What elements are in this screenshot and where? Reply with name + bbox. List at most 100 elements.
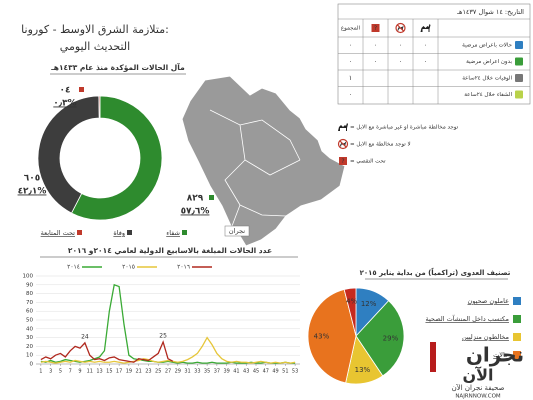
y-tick-label: 0 xyxy=(30,362,34,368)
legend-label: عاملون صحيون xyxy=(468,297,510,305)
series-line xyxy=(40,340,174,363)
x-tick-label: 19 xyxy=(126,369,132,375)
table-cell: ٠ xyxy=(374,58,378,66)
x-tick-label: 43 xyxy=(243,369,249,375)
legend-swatch xyxy=(127,230,132,235)
legend-label: ٢٠١٤ xyxy=(67,264,80,271)
legend-label: تحت المتابعة xyxy=(41,229,76,237)
table-cell: ٠ xyxy=(349,58,353,66)
page-title: متلازمة الشرق الاوسط - كورونا: xyxy=(21,23,169,36)
x-tick-label: 51 xyxy=(282,369,288,375)
legend-swatch xyxy=(182,230,187,235)
x-tick-label: 7 xyxy=(69,369,72,375)
x-tick-label: 37 xyxy=(214,369,220,375)
y-tick-label: 50 xyxy=(26,318,33,324)
percent-label: ٥٧٫٦% xyxy=(181,207,210,217)
label-swatch xyxy=(46,175,51,180)
x-tick-label: 33 xyxy=(194,369,200,375)
y-tick-label: 60 xyxy=(26,309,33,315)
y-tick-label: 30 xyxy=(26,335,33,341)
x-tick-label: 1 xyxy=(39,369,42,375)
percent-label: ٤٢٫١% xyxy=(18,187,47,197)
y-tick-label: 100 xyxy=(23,274,34,280)
table-date: التاريخ: ١٤ شوال ١٤٣٧هـ xyxy=(456,8,524,16)
x-tick-label: 49 xyxy=(272,369,278,375)
legend-label: مكتسب داخل المنشآت الصحية xyxy=(425,314,509,323)
table-cell: ٠ xyxy=(349,91,353,99)
y-tick-label: 70 xyxy=(26,300,33,306)
table-cell: ٠ xyxy=(424,58,428,66)
x-tick-label: 11 xyxy=(87,369,93,375)
unknown-icon-text: ? xyxy=(374,25,377,32)
x-tick-label: 17 xyxy=(116,369,122,375)
region-border xyxy=(231,204,241,227)
y-tick-label: 40 xyxy=(26,326,33,332)
slice-label: 12% xyxy=(361,300,377,308)
legend-swatch xyxy=(513,351,521,359)
camel-icon xyxy=(338,123,348,131)
row-label: حالات باعراض مرضية xyxy=(462,43,512,49)
legend-label: ٢٠١٥ xyxy=(122,264,135,271)
data-label: 25 xyxy=(159,333,167,340)
watermark-bar xyxy=(430,342,436,372)
donut-slice xyxy=(70,95,163,221)
x-tick-label: 35 xyxy=(204,369,210,375)
x-tick-label: 39 xyxy=(223,369,229,375)
table-cell: ٠ xyxy=(349,41,353,49)
donut-slice xyxy=(98,95,101,119)
label-swatch xyxy=(79,87,84,92)
y-tick-label: 90 xyxy=(26,282,33,288)
row-icon xyxy=(515,74,523,82)
row-icon xyxy=(515,90,523,99)
slice-label: 43% xyxy=(314,333,330,341)
slice-label: 29% xyxy=(383,335,399,343)
camel-icon xyxy=(420,24,431,32)
series-line xyxy=(40,283,296,364)
chart-title: عدد الحالات المبلغة بالاسابيع الدولية لع… xyxy=(68,246,272,255)
chart-title: مآل الحالات المؤكدة منذ عام ١٤٣٣هـ xyxy=(50,62,185,72)
table-cell: ٠ xyxy=(374,41,378,49)
watermark-logo: الآن xyxy=(462,366,493,385)
table-header: المجموع xyxy=(341,26,361,32)
legend-swatch xyxy=(513,315,521,323)
count-label: ٠٤ xyxy=(60,86,71,96)
x-tick-label: 5 xyxy=(59,369,62,375)
unknown-icon xyxy=(371,24,380,32)
count-label: ٦٠٥ xyxy=(24,174,40,184)
map-label: نجران xyxy=(229,227,245,235)
legend-label: مخالطون منزليين xyxy=(462,333,509,341)
row-icon xyxy=(515,41,523,49)
x-tick-label: 21 xyxy=(135,369,141,375)
x-tick-label: 41 xyxy=(233,369,239,375)
legend-label: حالات xyxy=(493,351,509,359)
page-subtitle: التحديث اليومي xyxy=(60,40,130,53)
row-icon xyxy=(515,57,523,66)
saudi-map xyxy=(181,75,346,247)
table-frame xyxy=(337,3,531,105)
icon-legend-text: = لا توجد مخالطة مع الابل xyxy=(350,142,411,148)
slice-label: 13% xyxy=(355,366,371,374)
table-cell: ٠ xyxy=(399,58,403,66)
x-tick-label: 13 xyxy=(96,369,102,375)
x-tick-label: 9 xyxy=(78,369,81,375)
region-border xyxy=(209,109,301,161)
pie-slice xyxy=(307,288,357,384)
pie-slice xyxy=(355,300,405,377)
x-tick-label: 15 xyxy=(106,369,112,375)
x-tick-label: 27 xyxy=(165,369,171,375)
icon-legend-text: = توجد مخالطة مباشرة او غير مباشرة مع ال… xyxy=(350,125,459,131)
icon-legend-text: = تحت التقصي xyxy=(350,159,386,165)
table-cell: ٠ xyxy=(424,41,428,49)
y-tick-label: 10 xyxy=(26,353,33,359)
no-camel-slash xyxy=(397,24,404,32)
x-tick-label: 53 xyxy=(292,369,298,375)
legend-label: ٢٠١٦ xyxy=(177,264,190,271)
x-tick-label: 25 xyxy=(155,369,161,375)
donut-slice xyxy=(37,95,100,214)
pie-slice xyxy=(343,287,357,337)
watermark-logo: نجران xyxy=(466,343,524,367)
slice-label: 4% xyxy=(346,298,357,306)
no-camel-slash xyxy=(339,140,347,148)
label-swatch xyxy=(209,195,214,200)
